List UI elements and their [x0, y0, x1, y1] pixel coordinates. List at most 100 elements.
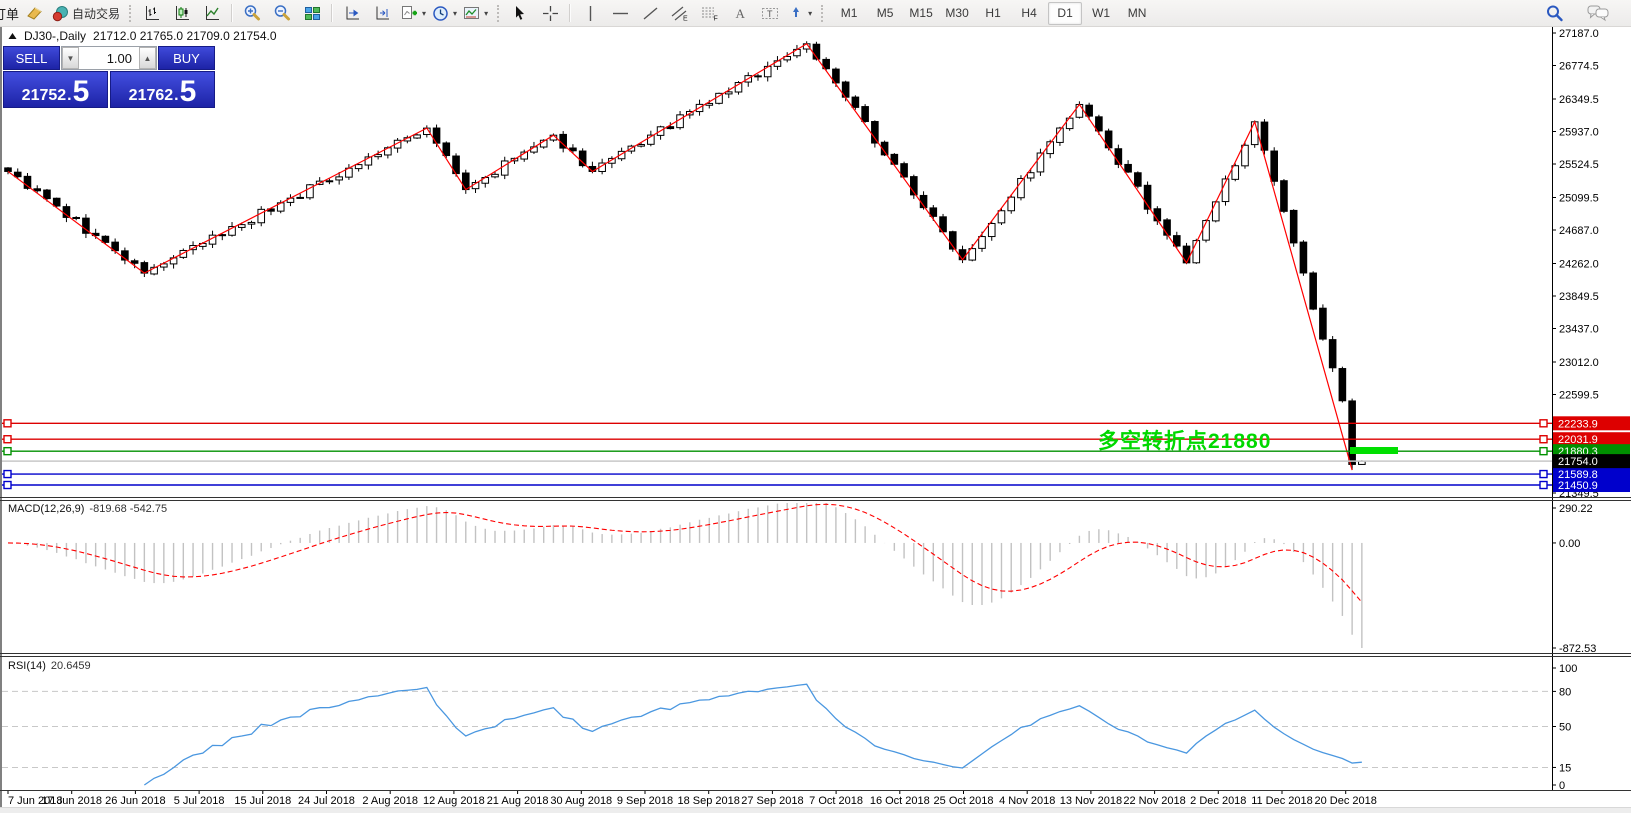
- timeframe-button-MN[interactable]: MN: [1127, 6, 1147, 20]
- timeframe-button-D1[interactable]: D1: [1048, 1, 1083, 25]
- svg-text:0.00: 0.00: [1559, 538, 1580, 550]
- equidistant-channel-icon: E: [671, 5, 689, 22]
- annotation-text[interactable]: 多空转折点21880: [1098, 430, 1272, 453]
- periodicity-button[interactable]: ▾: [430, 2, 459, 24]
- timeframe-button-M15[interactable]: M15: [909, 6, 933, 20]
- fibonacci-button[interactable]: F: [696, 2, 724, 24]
- line-chart-icon: [204, 5, 221, 22]
- svg-text:26 Jun 2018: 26 Jun 2018: [105, 795, 166, 807]
- collapse-triangle-icon: [8, 29, 17, 43]
- volume-input[interactable]: 1.00: [106, 50, 132, 66]
- timeframe-button-H4[interactable]: H4: [1021, 6, 1037, 20]
- sell-price-dot: .: [67, 87, 72, 105]
- chart-autoscroll-button[interactable]: [368, 2, 396, 24]
- volume-decrease-button[interactable]: ▼: [62, 47, 79, 69]
- svg-text:21450.9: 21450.9: [1558, 480, 1598, 492]
- timeframe-button-M5[interactable]: M5: [876, 6, 894, 20]
- chart-autoscroll-icon: [374, 5, 391, 22]
- svg-text:50: 50: [1559, 722, 1571, 734]
- cursor-button[interactable]: [506, 2, 534, 24]
- new-order-icon: [26, 5, 43, 22]
- chart-shift-button[interactable]: [338, 2, 366, 24]
- one-click-trading-panel: SELL ▼ 1.00 ▲ BUY 21752 . 5 21762 . 5: [3, 46, 215, 108]
- svg-text:13 Nov 2018: 13 Nov 2018: [1060, 795, 1122, 807]
- candlestick-chart-button[interactable]: [168, 2, 196, 24]
- timeframe-button-M30[interactable]: M30: [945, 6, 969, 20]
- search-button[interactable]: [1540, 2, 1568, 24]
- label-letter: T: [767, 8, 773, 18]
- fibonacci-letter: F: [714, 15, 718, 22]
- macd-name: MACD(12,26,9): [8, 503, 85, 515]
- dropdown-arrow-icon: ▾: [808, 8, 813, 18]
- chevron-down-icon: ▼: [66, 53, 75, 63]
- macd-histogram: [17, 503, 1363, 648]
- rsi-line: [143, 683, 1362, 786]
- svg-text:9 Sep 2018: 9 Sep 2018: [617, 795, 673, 807]
- arrows-button[interactable]: ▾: [786, 2, 814, 24]
- trendline-button[interactable]: [636, 2, 664, 24]
- macd-indicator-label: MACD(12,26,9) -819.68 -542.75: [8, 503, 167, 515]
- svg-text:24687.0: 24687.0: [1559, 225, 1599, 237]
- chart-symbol-title: DJ30-,Daily: [24, 29, 87, 43]
- price-axis-badges: 22233.922031.921880.321589.821450.921754…: [1553, 416, 1630, 493]
- text-label-button[interactable]: T: [756, 2, 784, 24]
- timeframe-button-H1[interactable]: H1: [985, 6, 1001, 20]
- buy-price-button[interactable]: 21762 . 5: [110, 71, 215, 108]
- sell-price-frac: 5: [72, 75, 90, 109]
- svg-text:26349.5: 26349.5: [1559, 94, 1599, 106]
- main-toolbar: 订单 自动交易 ▾ ▾ ▾: [0, 0, 1631, 27]
- svg-text:290.22: 290.22: [1559, 503, 1593, 515]
- svg-text:80: 80: [1559, 686, 1571, 698]
- svg-text:23849.5: 23849.5: [1559, 291, 1599, 303]
- svg-text:23012.0: 23012.0: [1559, 357, 1599, 369]
- auto-trading-button[interactable]: 自动交易: [50, 2, 122, 24]
- svg-text:22599.5: 22599.5: [1559, 389, 1599, 401]
- chart-shift-icon: [344, 5, 361, 22]
- svg-text:-872.53: -872.53: [1559, 643, 1596, 655]
- timeframe-button-M1[interactable]: M1: [840, 6, 858, 20]
- order-label: 订单: [0, 6, 20, 22]
- volume-increase-button[interactable]: ▲: [139, 47, 156, 69]
- chart-ohlc-values: 21712.0 21765.0 21709.0 21754.0: [93, 29, 277, 43]
- chart-window-title: DJ30-,Daily 21712.0 21765.0 21709.0 2175…: [8, 29, 277, 43]
- sell-button[interactable]: SELL: [3, 46, 60, 70]
- svg-text:26774.5: 26774.5: [1559, 61, 1599, 73]
- vertical-line-button[interactable]: [576, 2, 604, 24]
- price-axis: 27187.0 26774.5 26349.5 25937.0 25524.5 25099…: [1552, 27, 1599, 790]
- sell-price-button[interactable]: 21752 . 5: [3, 71, 108, 108]
- horizontal-line-button[interactable]: [606, 2, 634, 24]
- buy-button[interactable]: BUY: [158, 46, 215, 70]
- zoom-in-icon: [243, 4, 261, 22]
- bar-chart-button[interactable]: [138, 2, 166, 24]
- toolbar-grip[interactable]: [821, 4, 824, 22]
- periodicity-icon: [432, 5, 449, 22]
- equidistant-channel-button[interactable]: E: [666, 2, 694, 24]
- fibonacci-icon: F: [701, 5, 719, 22]
- line-chart-button[interactable]: [198, 2, 226, 24]
- rsi-axis: 100 80 50 15 0: [1552, 663, 1577, 792]
- toolbar-grip[interactable]: [129, 4, 132, 22]
- chevron-up-icon: ▲: [143, 53, 152, 63]
- zoom-out-button[interactable]: [268, 2, 296, 24]
- svg-text:25 Oct 2018: 25 Oct 2018: [934, 795, 994, 807]
- template-button[interactable]: ▾: [461, 2, 490, 24]
- svg-text:23437.0: 23437.0: [1559, 324, 1599, 336]
- svg-text:16 Oct 2018: 16 Oct 2018: [870, 795, 930, 807]
- timeframe-button-W1[interactable]: W1: [1092, 6, 1111, 20]
- chat-button[interactable]: [1584, 2, 1612, 24]
- candlestick-series: [4, 41, 1366, 471]
- annotation-highlight-bar[interactable]: [1350, 447, 1398, 454]
- zoom-in-button[interactable]: [238, 2, 266, 24]
- crosshair-button[interactable]: [536, 2, 564, 24]
- search-icon: [1545, 4, 1564, 23]
- crosshair-icon: [542, 5, 559, 22]
- add-indicator-button[interactable]: ▾: [398, 2, 428, 24]
- svg-text:15: 15: [1559, 762, 1571, 774]
- new-order-button[interactable]: [20, 2, 48, 24]
- toolbar-grip[interactable]: [497, 4, 500, 22]
- text-button[interactable]: A: [726, 2, 754, 24]
- tile-windows-button[interactable]: [298, 2, 326, 24]
- buy-price-frac: 5: [179, 75, 197, 109]
